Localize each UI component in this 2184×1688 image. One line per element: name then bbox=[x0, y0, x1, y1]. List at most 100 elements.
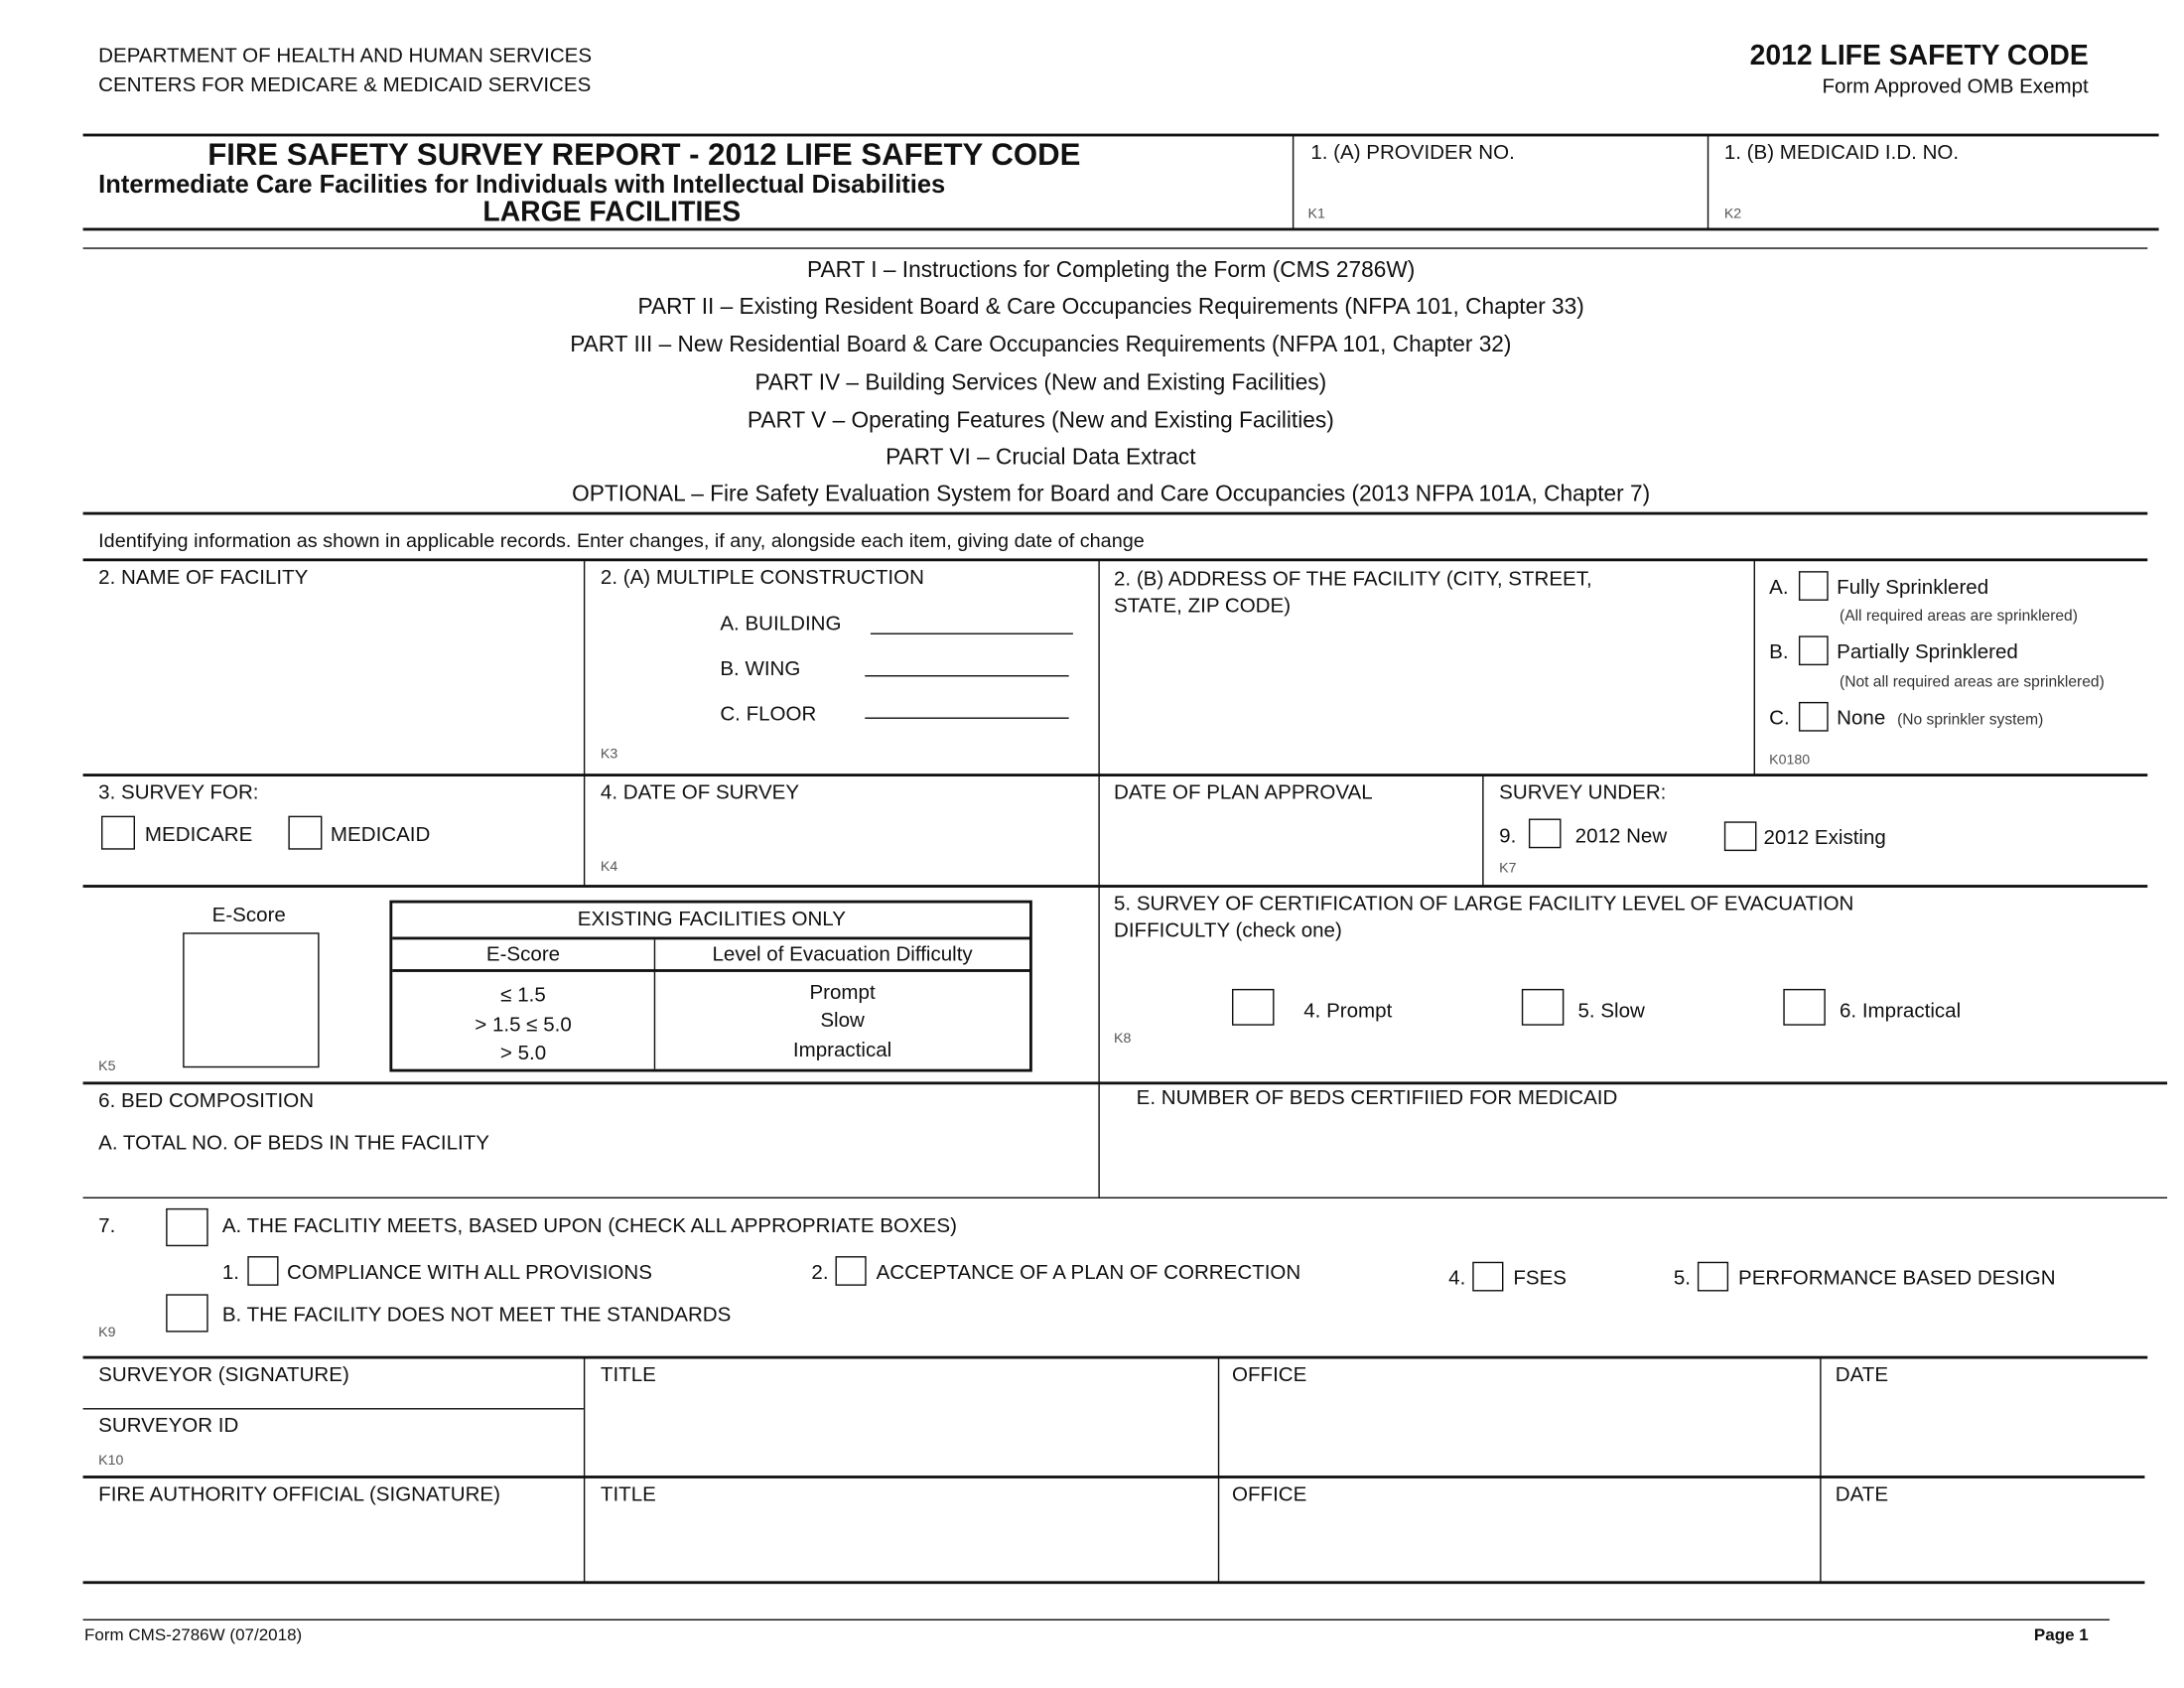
divider bbox=[1098, 886, 1100, 1197]
total-beds-label: A. TOTAL NO. OF BEDS IN THE FACILITY bbox=[98, 1132, 489, 1156]
date-label-2: DATE bbox=[1835, 1483, 1889, 1507]
partially-sprinklered-note: (Not all required areas are sprinklered) bbox=[1840, 673, 2105, 691]
sec5-label-1: 5. SURVEY OF CERTIFICATION OF LARGE FACI… bbox=[1114, 893, 1854, 916]
table-title: EXISTING FACILITIES ONLY bbox=[577, 909, 846, 931]
fully-sprinklered-checkbox[interactable] bbox=[1798, 571, 1829, 601]
k3-code: K3 bbox=[600, 747, 618, 763]
office-label: OFFICE bbox=[1232, 1364, 1307, 1387]
date-label: DATE bbox=[1835, 1364, 1889, 1387]
existing-facilities-table: EXISTING FACILITIES ONLY E-Score Level o… bbox=[389, 900, 1032, 1072]
partially-sprinklered-label: Partially Sprinklered bbox=[1837, 641, 2018, 664]
e-score-box[interactable] bbox=[183, 932, 320, 1068]
item-9-number: 9. bbox=[1499, 825, 1517, 849]
prompt-checkbox[interactable] bbox=[1232, 988, 1275, 1026]
survey-for-label: 3. SURVEY FOR: bbox=[98, 781, 259, 805]
prompt-label: 4. Prompt bbox=[1303, 1000, 1393, 1023]
does-not-meet-label: B. THE FACILITY DOES NOT MEET THE STANDA… bbox=[221, 1304, 732, 1327]
table-cell: > 5.0 bbox=[499, 1042, 547, 1065]
facility-size: LARGE FACILITIES bbox=[482, 197, 742, 228]
divider bbox=[82, 885, 2148, 888]
identifying-note: Identifying information as shown in appl… bbox=[98, 528, 1145, 552]
impractical-label: 6. Impractical bbox=[1840, 1000, 1962, 1023]
divider bbox=[392, 969, 1030, 972]
meets-label: A. THE FACLITIY MEETS, BASED UPON (CHECK… bbox=[221, 1215, 957, 1238]
address-label-2: STATE, ZIP CODE) bbox=[1114, 595, 1292, 618]
meets-checkbox[interactable] bbox=[166, 1207, 208, 1247]
divider bbox=[82, 1408, 584, 1410]
medicare-checkbox[interactable] bbox=[101, 815, 136, 850]
medicaid-beds-label: E. NUMBER OF BEDS CERTIFIIED FOR MEDICAI… bbox=[1136, 1087, 1618, 1110]
medicaid-checkbox[interactable] bbox=[288, 815, 323, 850]
2012-existing-checkbox[interactable] bbox=[1723, 821, 1757, 852]
table-col-level: Level of Evacuation Difficulty bbox=[712, 943, 973, 967]
slow-checkbox[interactable] bbox=[1521, 988, 1565, 1026]
wing-field[interactable] bbox=[865, 675, 1069, 677]
plan-of-correction-checkbox[interactable] bbox=[835, 1256, 867, 1286]
divider bbox=[583, 774, 586, 887]
partially-sprinklered-checkbox[interactable] bbox=[1798, 635, 1829, 666]
divider bbox=[1753, 559, 1756, 775]
part-2: PART II – Existing Resident Board & Care… bbox=[637, 295, 1584, 320]
k1-code: K1 bbox=[1307, 207, 1325, 222]
part-6: PART VI – Crucial Data Extract bbox=[886, 446, 1196, 471]
floor-field[interactable] bbox=[865, 717, 1069, 719]
impractical-checkbox[interactable] bbox=[1783, 988, 1826, 1026]
no-sprinkler-checkbox[interactable] bbox=[1798, 701, 1829, 732]
bed-composition-label: 6. BED COMPOSITION bbox=[98, 1089, 315, 1113]
form-subtitle: Intermediate Care Facilities for Individ… bbox=[98, 170, 946, 199]
option-b-letter: B. bbox=[1769, 641, 1789, 664]
divider bbox=[82, 1081, 2168, 1085]
option-c-letter: C. bbox=[1769, 707, 1790, 731]
divider bbox=[82, 133, 2159, 137]
building-label: A. BUILDING bbox=[720, 613, 842, 636]
divider bbox=[1706, 135, 1709, 229]
divider bbox=[653, 939, 656, 1069]
date-of-survey-label: 4. DATE OF SURVEY bbox=[600, 781, 800, 805]
divider bbox=[1098, 774, 1100, 887]
divider bbox=[82, 1196, 2168, 1199]
wing-label: B. WING bbox=[720, 658, 801, 681]
divider bbox=[1482, 774, 1484, 887]
does-not-meet-checkbox[interactable] bbox=[166, 1294, 208, 1333]
divider bbox=[1217, 1357, 1220, 1583]
plan-of-correction-label: ACCEPTANCE OF A PLAN OF CORRECTION bbox=[876, 1261, 1301, 1285]
part-3: PART III – New Residential Board & Care … bbox=[570, 333, 1512, 357]
part-1: PART I – Instructions for Completing the… bbox=[807, 258, 1416, 283]
divider bbox=[82, 1581, 2145, 1585]
item-7-number: 7. bbox=[98, 1215, 116, 1238]
page-number: Page 1 bbox=[2033, 1624, 2089, 1645]
surveyor-signature-label: SURVEYOR (SIGNATURE) bbox=[98, 1364, 349, 1387]
divider bbox=[1098, 559, 1100, 775]
compliance-checkbox[interactable] bbox=[247, 1256, 279, 1286]
k2-code: K2 bbox=[1723, 207, 1742, 222]
office-label-2: OFFICE bbox=[1232, 1483, 1307, 1507]
building-field[interactable] bbox=[870, 633, 1073, 634]
facility-name-label: 2. NAME OF FACILITY bbox=[98, 566, 309, 590]
option-1-number: 1. bbox=[221, 1261, 239, 1285]
fses-checkbox[interactable] bbox=[1472, 1261, 1504, 1292]
table-col-escore: E-Score bbox=[485, 943, 561, 967]
e-score-label: E-Score bbox=[211, 904, 286, 927]
performance-design-checkbox[interactable] bbox=[1697, 1261, 1729, 1292]
code-title: 2012 LIFE SAFETY CODE bbox=[1749, 41, 2089, 72]
divider bbox=[82, 1618, 2111, 1621]
medicaid-label: MEDICAID bbox=[330, 824, 431, 847]
fire-authority-signature-label: FIRE AUTHORITY OFFICIAL (SIGNATURE) bbox=[98, 1483, 500, 1507]
multiple-construction-label: 2. (A) MULTIPLE CONSTRUCTION bbox=[600, 566, 924, 590]
medicaid-id-label: 1. (B) MEDICAID I.D. NO. bbox=[1723, 142, 1960, 165]
table-cell: Impractical bbox=[792, 1039, 892, 1062]
floor-label: C. FLOOR bbox=[720, 703, 817, 727]
form-title: FIRE SAFETY SURVEY REPORT - 2012 LIFE SA… bbox=[207, 136, 1081, 172]
divider bbox=[82, 511, 2148, 515]
divider bbox=[82, 558, 2148, 562]
surveyor-id-label: SURVEYOR ID bbox=[98, 1415, 239, 1438]
divider bbox=[583, 1357, 586, 1583]
form-number: Form CMS-2786W (07/2018) bbox=[84, 1624, 303, 1645]
compliance-label: COMPLIANCE WITH ALL PROVISIONS bbox=[287, 1261, 652, 1285]
fully-sprinklered-label: Fully Sprinklered bbox=[1837, 576, 1989, 600]
divider bbox=[1820, 1357, 1822, 1583]
none-note: (No sprinkler system) bbox=[1897, 711, 2044, 729]
2012-new-checkbox[interactable] bbox=[1528, 818, 1562, 849]
option-4-number: 4. bbox=[1448, 1267, 1466, 1291]
